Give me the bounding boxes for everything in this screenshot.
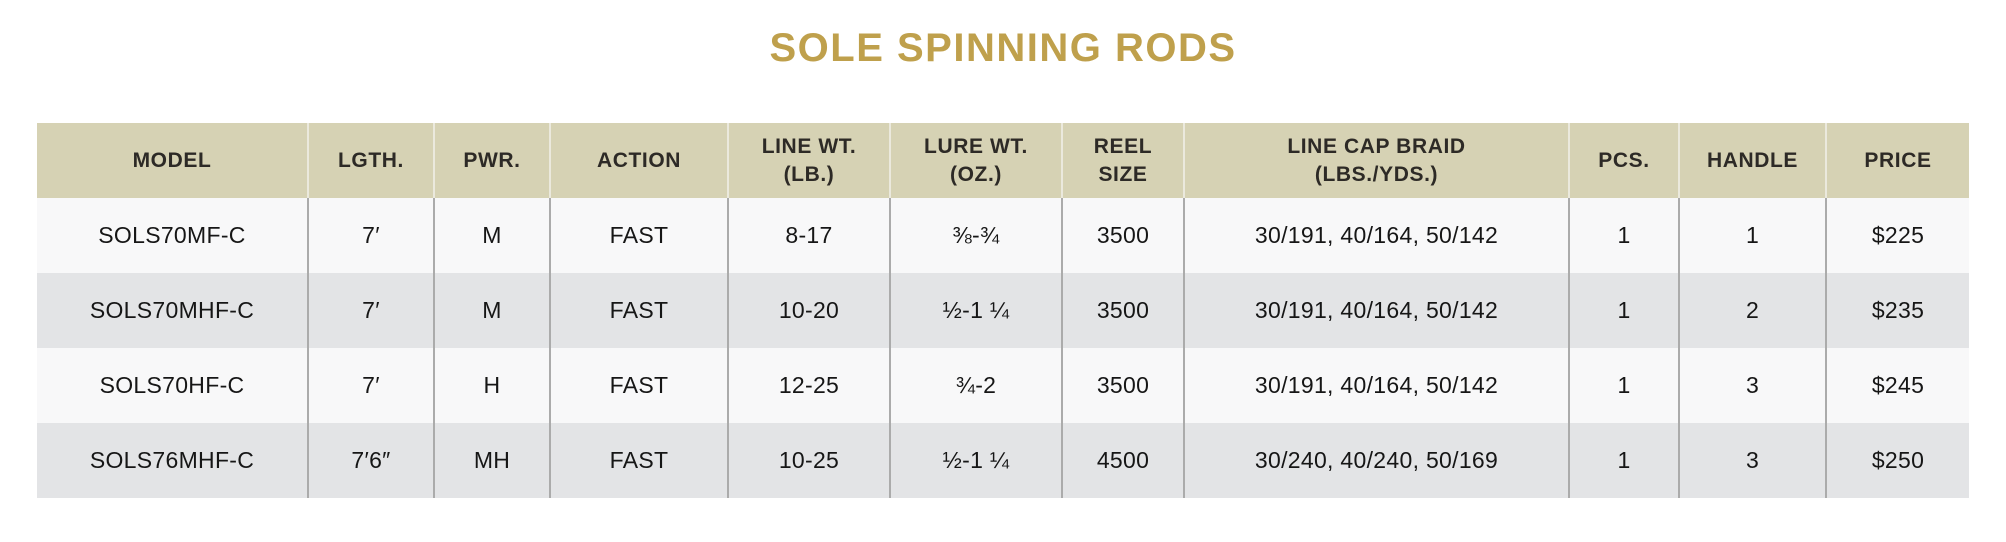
cell-lure-wt: ¾-2 xyxy=(889,348,1062,423)
cell-price: $245 xyxy=(1825,348,1969,423)
cell-handle: 1 xyxy=(1678,198,1826,273)
cell-model: SOLS70MHF-C xyxy=(89,297,255,323)
cell-model: SOLS70HF-C xyxy=(99,372,245,398)
cell-pcs: 1 xyxy=(1568,348,1679,423)
column-header-lure-wt: LURE WT. (OZ.) xyxy=(889,123,1062,198)
column-header-lgth: LGTH. xyxy=(307,123,434,198)
cell-action: FAST xyxy=(549,198,728,273)
cell-line-cap-braid: 30/240, 40/240, 50/169 xyxy=(1183,423,1569,498)
cell-lgth: 7′6″ xyxy=(307,423,434,498)
table-row: SOLS70MHF-C 7′ M FAST 10-20 ½-1 ¼ 3500 3… xyxy=(37,273,1969,348)
column-header-price: PRICE xyxy=(1825,123,1969,198)
cell-action: FAST xyxy=(549,423,728,498)
table-row: SOLS76MHF-C 7′6″ MH FAST 10-25 ½-1 ¼ 450… xyxy=(37,423,1969,498)
cell-price: $235 xyxy=(1825,273,1969,348)
cell-line-wt: 8-17 xyxy=(727,198,890,273)
cell-line-wt: 12-25 xyxy=(727,348,890,423)
cell-handle: 3 xyxy=(1678,348,1826,423)
column-header-action: ACTION xyxy=(549,123,728,198)
cell-lure-wt: ½-1 ¼ xyxy=(889,273,1062,348)
column-header-reel-size: REEL SIZE xyxy=(1061,123,1184,198)
spinning-rods-table: MODEL LGTH. PWR. ACTION LINE WT. (LB.) L… xyxy=(37,123,1969,498)
cell-line-wt: 10-20 xyxy=(727,273,890,348)
cell-model: SOLS76MHF-C xyxy=(89,447,255,473)
cell-line-cap-braid: 30/191, 40/164, 50/142 xyxy=(1183,348,1569,423)
cell-lgth: 7′ xyxy=(307,198,434,273)
column-header-handle: HANDLE xyxy=(1678,123,1826,198)
table-header-row: MODEL LGTH. PWR. ACTION LINE WT. (LB.) L… xyxy=(37,123,1969,198)
column-header-pwr: PWR. xyxy=(433,123,550,198)
cell-reel-size: 4500 xyxy=(1061,423,1184,498)
cell-pwr: H xyxy=(433,348,550,423)
column-header-model: MODEL xyxy=(37,123,308,198)
cell-model: SOLS70MF-C xyxy=(98,222,246,248)
cell-reel-size: 3500 xyxy=(1061,348,1184,423)
cell-action: FAST xyxy=(549,348,728,423)
cell-price: $225 xyxy=(1825,198,1969,273)
table-row: SOLS70MF-C 7′ M FAST 8-17 ⅜-¾ 3500 30/19… xyxy=(37,198,1969,273)
cell-pcs: 1 xyxy=(1568,423,1679,498)
cell-lgth: 7′ xyxy=(307,348,434,423)
cell-pcs: 1 xyxy=(1568,273,1679,348)
cell-reel-size: 3500 xyxy=(1061,273,1184,348)
cell-lure-wt: ½-1 ¼ xyxy=(889,423,1062,498)
cell-line-cap-braid: 30/191, 40/164, 50/142 xyxy=(1183,198,1569,273)
cell-handle: 2 xyxy=(1678,273,1826,348)
cell-pwr: M xyxy=(433,198,550,273)
cell-action: FAST xyxy=(549,273,728,348)
table-row: SOLS70HF-C 7′ H FAST 12-25 ¾-2 3500 30/1… xyxy=(37,348,1969,423)
cell-lgth: 7′ xyxy=(307,273,434,348)
cell-reel-size: 3500 xyxy=(1061,198,1184,273)
column-header-pcs: PCS. xyxy=(1568,123,1679,198)
column-header-line-wt: LINE WT. (LB.) xyxy=(727,123,890,198)
cell-pcs: 1 xyxy=(1568,198,1679,273)
cell-lure-wt: ⅜-¾ xyxy=(889,198,1062,273)
cell-line-cap-braid: 30/191, 40/164, 50/142 xyxy=(1183,273,1569,348)
cell-pwr: M xyxy=(433,273,550,348)
cell-pwr: MH xyxy=(433,423,550,498)
page-title: SOLE SPINNING RODS xyxy=(769,26,1237,70)
cell-line-wt: 10-25 xyxy=(727,423,890,498)
cell-price: $250 xyxy=(1825,423,1969,498)
column-header-line-cap-braid: LINE CAP BRAID (LBS./YDS.) xyxy=(1183,123,1569,198)
cell-handle: 3 xyxy=(1678,423,1826,498)
